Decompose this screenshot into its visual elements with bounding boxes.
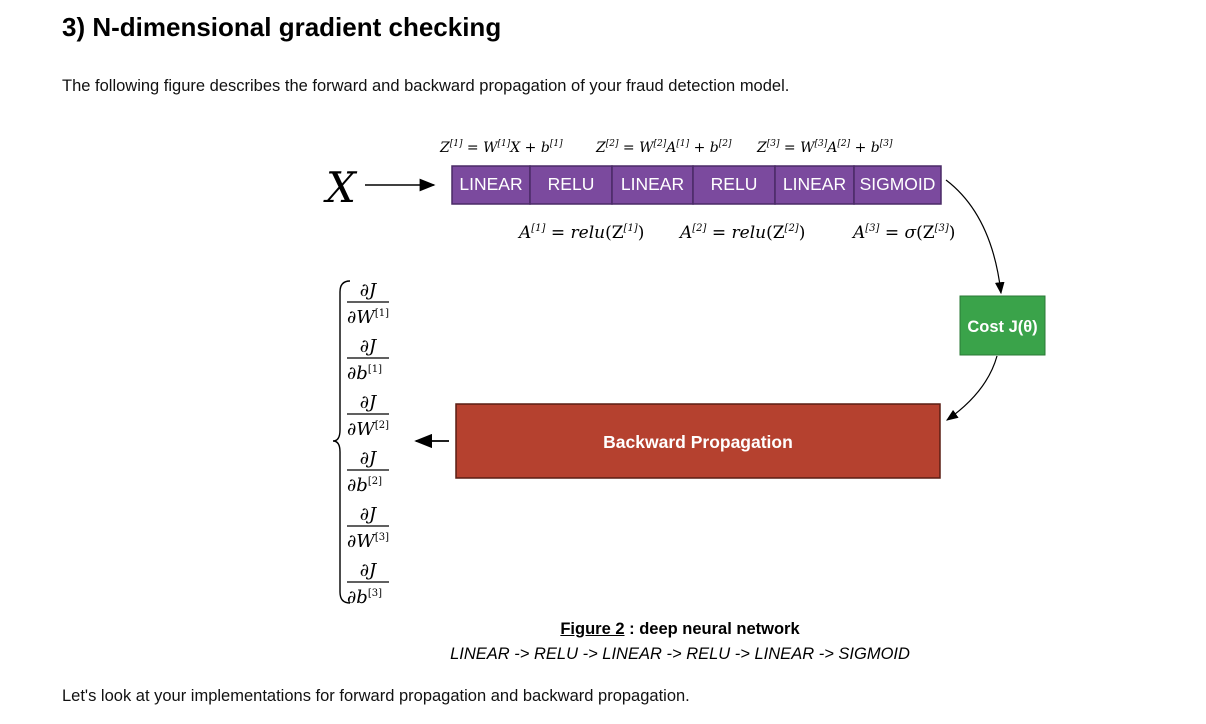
layer-label: SIGMOID xyxy=(860,174,936,194)
gradient-denominator: ∂W[2] xyxy=(347,419,389,440)
cost-rect xyxy=(959,295,1046,356)
backward-rect xyxy=(455,403,941,479)
gradient-denominator: ∂b[2] xyxy=(347,475,382,496)
a-equation-2: A[2] = relu(Z[2]) xyxy=(678,223,805,243)
cost-label: Cost J(θ) xyxy=(967,318,1037,336)
figure-caption: Figure 2 : deep neural network xyxy=(380,620,980,639)
gradient-denominator: ∂W[3] xyxy=(347,531,389,552)
layer-rect xyxy=(692,165,776,205)
outro-paragraph: Let's look at your implementations for f… xyxy=(62,687,690,705)
backward-propagation-box: Backward Propagation xyxy=(455,403,941,479)
layer-label: LINEAR xyxy=(783,174,846,194)
layer-box-linear-1: LINEAR xyxy=(451,165,531,205)
z-equation-3: Z[3] = W[3]A[2] + b[3] xyxy=(756,139,893,156)
z-equation-1: Z[1] = W[1]X + b[1] xyxy=(439,139,563,156)
layer-rect xyxy=(853,165,942,205)
figure-sequence: LINEAR -> RELU -> LINEAR -> RELU -> LINE… xyxy=(450,645,910,663)
gradient-numerator: ∂J xyxy=(360,392,378,413)
layer-label: LINEAR xyxy=(621,174,684,194)
gradient-numerator: ∂J xyxy=(360,560,378,581)
a-equation-1: A[1] = relu(Z[1]) xyxy=(517,223,644,243)
figure-label: Figure 2 xyxy=(560,620,625,638)
forward-to-cost-arrow xyxy=(945,179,1005,295)
backward-label: Backward Propagation xyxy=(603,432,793,452)
gradient-db-1: ∂J ∂b[1] xyxy=(347,336,389,384)
gradient-dw-3: ∂J ∂W[3] xyxy=(347,504,389,552)
gradient-denominator: ∂b[3] xyxy=(347,587,382,608)
z-equation-2: Z[2] = W[2]A[1] + b[2] xyxy=(595,139,732,156)
cost-to-backward-arrow xyxy=(946,355,998,421)
input-x-label: X xyxy=(323,163,358,212)
layer-box-relu-4: RELU xyxy=(692,165,776,205)
gradient-numerator: ∂J xyxy=(360,448,378,469)
layer-box-relu-2: RELU xyxy=(529,165,613,205)
gradient-dw-2: ∂J ∂W[2] xyxy=(347,392,389,440)
a-equation-3: A[3] = σ(Z[3]) xyxy=(851,223,955,243)
layer-rect xyxy=(451,165,531,205)
section-heading: 3) N-dimensional gradient checking xyxy=(62,12,502,42)
gradient-db-3: ∂J ∂b[3] xyxy=(347,560,389,608)
layer-label: RELU xyxy=(548,174,595,194)
gradient-brace xyxy=(332,280,351,604)
cost-box: Cost J(θ) xyxy=(959,295,1046,356)
layer-label: LINEAR xyxy=(459,174,522,194)
layer-box-sigmoid-6: SIGMOID xyxy=(853,165,942,205)
layer-label: RELU xyxy=(711,174,758,194)
layer-rect xyxy=(611,165,694,205)
figure-separator: : xyxy=(624,620,640,638)
layer-rect xyxy=(774,165,855,205)
gradient-denominator: ∂W[1] xyxy=(347,307,389,328)
layer-box-linear-3: LINEAR xyxy=(611,165,694,205)
gradient-numerator: ∂J xyxy=(360,280,378,301)
intro-paragraph: The following figure describes the forwa… xyxy=(62,77,790,95)
figure-title: deep neural network xyxy=(639,620,800,638)
gradient-dw-1: ∂J ∂W[1] xyxy=(347,280,389,328)
gradient-numerator: ∂J xyxy=(360,336,378,357)
gradient-numerator: ∂J xyxy=(360,504,378,525)
layer-box-linear-5: LINEAR xyxy=(774,165,855,205)
gradient-denominator: ∂b[1] xyxy=(347,363,382,384)
gradient-db-2: ∂J ∂b[2] xyxy=(347,448,389,496)
